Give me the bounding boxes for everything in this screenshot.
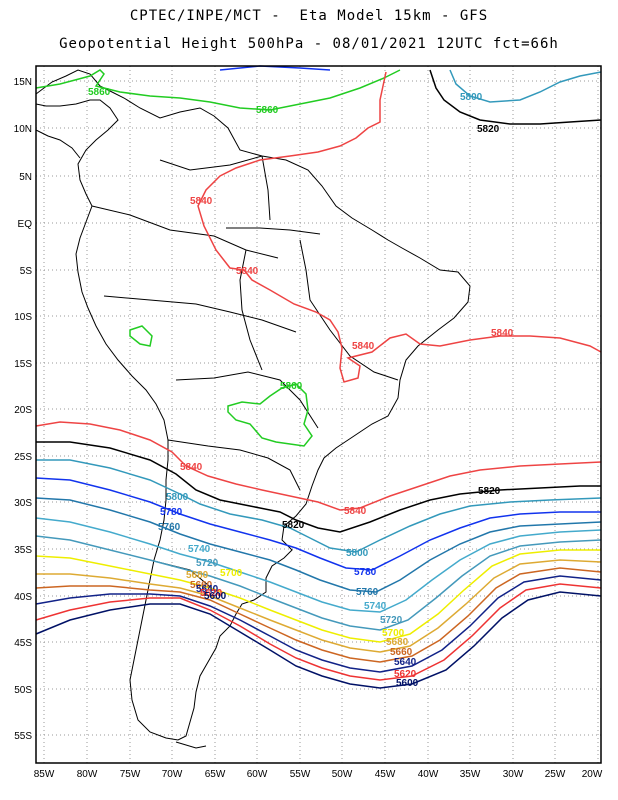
contour-5780-a [219, 65, 331, 71]
longitude-labels: 85W 80W 75W 70W 65W 60W 55W 50W 45W 40W … [34, 769, 603, 780]
label-5640: 5640 [196, 584, 219, 595]
label-5840: 5840 [180, 462, 203, 473]
lat-label: EQ [18, 219, 33, 230]
label-5760: 5760 [356, 587, 379, 598]
lat-label: 10N [14, 124, 32, 135]
label-5700: 5700 [220, 568, 243, 579]
lat-label: 55S [14, 731, 32, 742]
label-5840: 5840 [236, 266, 259, 277]
lat-label: 45S [14, 638, 32, 649]
latitude-labels: 15N 10N 5N EQ 5S 10S 15S 20S 25S 30S 35S… [14, 77, 33, 742]
label-5860: 5860 [88, 87, 111, 98]
label-5820: 5820 [282, 520, 305, 531]
label-5720: 5720 [196, 558, 219, 569]
lon-label: 65W [205, 769, 226, 780]
contour-5840-a [197, 71, 602, 383]
contour-5700 [35, 549, 601, 643]
contour-5600 [35, 591, 602, 689]
label-5800: 5800 [460, 92, 483, 103]
label-5740: 5740 [188, 544, 211, 555]
label-5760: 5760 [158, 522, 181, 533]
lon-label: 85W [34, 769, 55, 780]
lat-label: 40S [14, 592, 32, 603]
label-5840: 5840 [190, 196, 213, 207]
lat-label: 20S [14, 405, 32, 416]
label-5800: 5800 [166, 492, 189, 503]
map-frame [35, 65, 602, 764]
coastlines [35, 69, 471, 749]
contour-5740 [35, 517, 602, 613]
contour-5860-c [227, 383, 313, 447]
contour-5680 [36, 559, 602, 653]
label-5740: 5740 [364, 601, 387, 612]
label-5700: 5700 [382, 628, 405, 639]
lat-label: 25S [14, 452, 32, 463]
label-5840: 5840 [491, 328, 514, 339]
lat-label: 5S [20, 266, 33, 277]
lon-label: 70W [162, 769, 183, 780]
lon-label: 30W [503, 769, 524, 780]
lat-label: 50S [14, 685, 32, 696]
label-5860: 5860 [280, 381, 303, 392]
lon-label: 55W [290, 769, 311, 780]
lon-label: 40W [418, 769, 439, 780]
label-5620: 5620 [200, 588, 223, 599]
contour-5800-a [449, 69, 602, 103]
contour-5760 [35, 497, 602, 593]
lat-label: 30S [14, 498, 32, 509]
label-5660: 5660 [190, 580, 213, 591]
label-5840: 5840 [352, 341, 375, 352]
chart-title: CPTEC/INPE/MCT - Eta Model 15km - GFS [129, 8, 489, 24]
label-5620: 5620 [394, 669, 417, 680]
lat-label: 15N [14, 77, 32, 88]
label-5780: 5780 [354, 567, 377, 578]
contour-5860-a [35, 69, 401, 111]
lon-label: 60W [247, 769, 268, 780]
contour-5820-b [36, 441, 601, 533]
label-5640: 5640 [394, 657, 417, 668]
label-5800: 5800 [346, 548, 369, 559]
lon-label: 35W [460, 769, 481, 780]
lat-label: 15S [14, 359, 32, 370]
lon-label: 25W [545, 769, 566, 780]
chart-subtitle: Geopotential Height 500hPa - 08/01/2021 … [59, 36, 559, 52]
label-5680: 5680 [386, 637, 409, 648]
contour-5860-b [129, 325, 153, 347]
label-5600: 5600 [396, 678, 419, 689]
label-5720: 5720 [380, 615, 403, 626]
contour-5800-b [36, 459, 602, 553]
contours [35, 65, 602, 689]
label-5660: 5660 [390, 647, 413, 658]
lat-label: 35S [14, 545, 32, 556]
contour-5640 [35, 575, 602, 673]
contour-5720 [35, 535, 602, 631]
label-5860: 5860 [256, 105, 279, 116]
contour-5820-a [429, 69, 602, 125]
label-5780: 5780 [160, 507, 183, 518]
label-5840: 5840 [344, 506, 367, 517]
contour-5620 [35, 583, 602, 681]
lon-label: 20W [582, 769, 603, 780]
label-5600: 5600 [204, 591, 227, 602]
lat-label: 5N [19, 172, 32, 183]
contour-5660 [35, 567, 602, 663]
label-5820: 5820 [477, 124, 500, 135]
label-5680: 5680 [186, 570, 209, 581]
lon-label: 45W [375, 769, 396, 780]
graticule-grid [36, 66, 601, 763]
label-5820: 5820 [478, 486, 501, 497]
lon-label: 50W [332, 769, 353, 780]
contour-5780-b [35, 477, 601, 571]
contour-5840-b [35, 421, 602, 511]
lon-label: 80W [77, 769, 98, 780]
lon-label: 75W [120, 769, 141, 780]
lat-label: 10S [14, 312, 32, 323]
contour-labels: 5860 5860 5860 5840 5840 5840 5840 5840 … [88, 87, 514, 689]
